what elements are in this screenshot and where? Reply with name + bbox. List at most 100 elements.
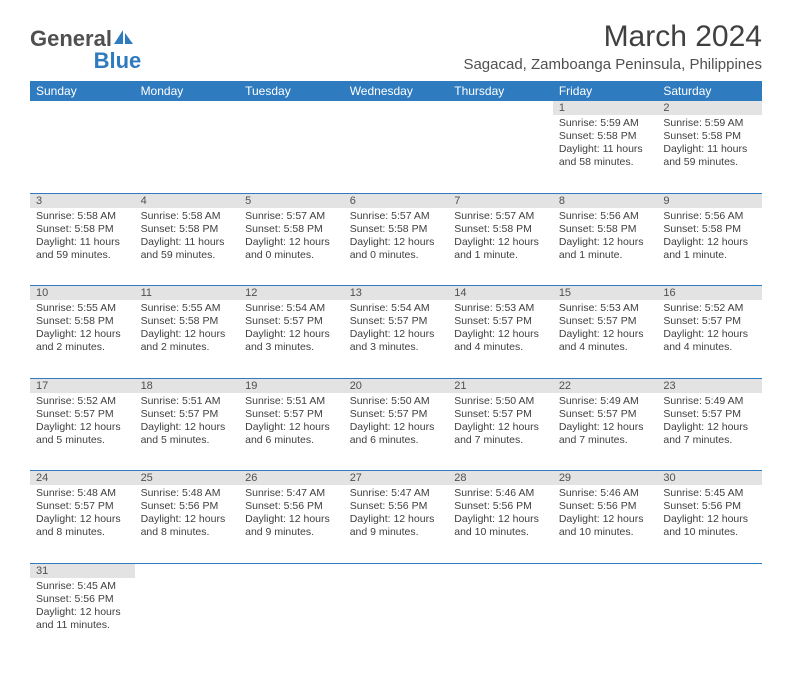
day-cell: Sunrise: 5:55 AMSunset: 5:58 PMDaylight:…	[135, 300, 240, 378]
sunset-text: Sunset: 5:57 PM	[559, 315, 652, 328]
sunset-text: Sunset: 5:58 PM	[36, 315, 129, 328]
day-cell: Sunrise: 5:58 AMSunset: 5:58 PMDaylight:…	[30, 208, 135, 286]
day-content: Sunrise: 5:50 AMSunset: 5:57 PMDaylight:…	[448, 393, 553, 452]
sunrise-text: Sunrise: 5:47 AM	[350, 487, 443, 500]
sunrise-text: Sunrise: 5:49 AM	[559, 395, 652, 408]
day-cell: Sunrise: 5:47 AMSunset: 5:56 PMDaylight:…	[344, 485, 449, 563]
day-content: Sunrise: 5:51 AMSunset: 5:57 PMDaylight:…	[239, 393, 344, 452]
day-content: Sunrise: 5:56 AMSunset: 5:58 PMDaylight:…	[553, 208, 658, 267]
sunrise-text: Sunrise: 5:52 AM	[663, 302, 756, 315]
sunset-text: Sunset: 5:56 PM	[350, 500, 443, 513]
day-cell: Sunrise: 5:52 AMSunset: 5:57 PMDaylight:…	[30, 393, 135, 471]
sunrise-text: Sunrise: 5:52 AM	[36, 395, 129, 408]
daylight-text: Daylight: 12 hours	[245, 421, 338, 434]
day-cell: Sunrise: 5:45 AMSunset: 5:56 PMDaylight:…	[30, 578, 135, 656]
day-content: Sunrise: 5:50 AMSunset: 5:57 PMDaylight:…	[344, 393, 449, 452]
day-number-cell: 15	[553, 286, 658, 301]
daylight-text: Daylight: 11 hours	[559, 143, 652, 156]
sunset-text: Sunset: 5:56 PM	[663, 500, 756, 513]
sunrise-text: Sunrise: 5:57 AM	[350, 210, 443, 223]
sunset-text: Sunset: 5:58 PM	[663, 223, 756, 236]
sunset-text: Sunset: 5:57 PM	[559, 408, 652, 421]
daylight-text: and 0 minutes.	[350, 249, 443, 262]
daylight-text: Daylight: 11 hours	[141, 236, 234, 249]
day-cell	[344, 578, 449, 656]
sunset-text: Sunset: 5:58 PM	[141, 315, 234, 328]
day-number-cell: 18	[135, 378, 240, 393]
sunset-text: Sunset: 5:57 PM	[454, 408, 547, 421]
day-header: Monday	[135, 81, 240, 101]
sunset-text: Sunset: 5:57 PM	[36, 500, 129, 513]
daylight-text: and 0 minutes.	[245, 249, 338, 262]
sunrise-text: Sunrise: 5:45 AM	[663, 487, 756, 500]
day-number-cell: 25	[135, 471, 240, 486]
daylight-text: and 1 minute.	[559, 249, 652, 262]
daylight-text: and 3 minutes.	[245, 341, 338, 354]
day-content: Sunrise: 5:58 AMSunset: 5:58 PMDaylight:…	[135, 208, 240, 267]
day-cell: Sunrise: 5:57 AMSunset: 5:58 PMDaylight:…	[344, 208, 449, 286]
daylight-text: Daylight: 12 hours	[350, 421, 443, 434]
daylight-text: Daylight: 12 hours	[350, 513, 443, 526]
day-header: Friday	[553, 81, 658, 101]
day-cell: Sunrise: 5:54 AMSunset: 5:57 PMDaylight:…	[239, 300, 344, 378]
sunset-text: Sunset: 5:58 PM	[559, 130, 652, 143]
day-cell	[135, 578, 240, 656]
sunrise-text: Sunrise: 5:54 AM	[245, 302, 338, 315]
day-cell: Sunrise: 5:50 AMSunset: 5:57 PMDaylight:…	[448, 393, 553, 471]
daylight-text: and 7 minutes.	[454, 434, 547, 447]
day-cell: Sunrise: 5:49 AMSunset: 5:57 PMDaylight:…	[553, 393, 658, 471]
day-number-cell: 6	[344, 193, 449, 208]
day-content: Sunrise: 5:46 AMSunset: 5:56 PMDaylight:…	[553, 485, 658, 544]
sunrise-text: Sunrise: 5:48 AM	[36, 487, 129, 500]
day-number-cell: 28	[448, 471, 553, 486]
daylight-text: Daylight: 12 hours	[454, 236, 547, 249]
sunrise-text: Sunrise: 5:49 AM	[663, 395, 756, 408]
daylight-text: Daylight: 12 hours	[245, 328, 338, 341]
day-content: Sunrise: 5:45 AMSunset: 5:56 PMDaylight:…	[657, 485, 762, 544]
day-content: Sunrise: 5:53 AMSunset: 5:57 PMDaylight:…	[448, 300, 553, 359]
day-number-cell: 17	[30, 378, 135, 393]
day-content: Sunrise: 5:57 AMSunset: 5:58 PMDaylight:…	[448, 208, 553, 267]
sunset-text: Sunset: 5:57 PM	[454, 315, 547, 328]
sunset-text: Sunset: 5:58 PM	[36, 223, 129, 236]
daylight-text: Daylight: 11 hours	[663, 143, 756, 156]
sunrise-text: Sunrise: 5:45 AM	[36, 580, 129, 593]
day-content: Sunrise: 5:48 AMSunset: 5:56 PMDaylight:…	[135, 485, 240, 544]
day-cell	[344, 115, 449, 193]
day-number-row: 12	[30, 101, 762, 115]
day-content: Sunrise: 5:54 AMSunset: 5:57 PMDaylight:…	[344, 300, 449, 359]
day-number-cell: 27	[344, 471, 449, 486]
daylight-text: Daylight: 12 hours	[663, 236, 756, 249]
sunrise-text: Sunrise: 5:54 AM	[350, 302, 443, 315]
day-cell: Sunrise: 5:47 AMSunset: 5:56 PMDaylight:…	[239, 485, 344, 563]
sunrise-text: Sunrise: 5:58 AM	[141, 210, 234, 223]
sunrise-text: Sunrise: 5:57 AM	[454, 210, 547, 223]
location-subtitle: Sagacad, Zamboanga Peninsula, Philippine…	[463, 56, 762, 73]
daylight-text: Daylight: 12 hours	[36, 421, 129, 434]
sunset-text: Sunset: 5:58 PM	[350, 223, 443, 236]
sunset-text: Sunset: 5:56 PM	[454, 500, 547, 513]
sunset-text: Sunset: 5:57 PM	[663, 315, 756, 328]
sunset-text: Sunset: 5:58 PM	[454, 223, 547, 236]
sunset-text: Sunset: 5:56 PM	[559, 500, 652, 513]
day-number-cell: 16	[657, 286, 762, 301]
week-row: Sunrise: 5:48 AMSunset: 5:57 PM Daylight:…	[30, 485, 762, 563]
day-number-cell: 1	[553, 101, 658, 115]
day-number-row: 24252627282930	[30, 471, 762, 486]
sunset-text: Sunset: 5:57 PM	[245, 315, 338, 328]
sunset-text: Sunset: 5:57 PM	[663, 408, 756, 421]
day-number-cell: 23	[657, 378, 762, 393]
daylight-text: Daylight: 11 hours	[36, 236, 129, 249]
daylight-text: and 10 minutes.	[559, 526, 652, 539]
day-content: Sunrise: 5:55 AMSunset: 5:58 PMDaylight:…	[135, 300, 240, 359]
day-content: Sunrise: 5:48 AMSunset: 5:57 PMDaylight:…	[30, 485, 135, 544]
daylight-text: and 59 minutes.	[36, 249, 129, 262]
day-cell: Sunrise: 5:59 AMSunset: 5:58 PMDaylight:…	[657, 115, 762, 193]
day-cell: Sunrise: 5:53 AMSunset: 5:57 PMDaylight:…	[553, 300, 658, 378]
day-number-cell: 24	[30, 471, 135, 486]
week-row: Sunrise: 5:58 AMSunset: 5:58 PMDaylight:…	[30, 208, 762, 286]
daylight-text: Daylight: 12 hours	[454, 328, 547, 341]
daylight-text: and 6 minutes.	[350, 434, 443, 447]
day-number-row: 31	[30, 563, 762, 578]
day-number-cell: 10	[30, 286, 135, 301]
